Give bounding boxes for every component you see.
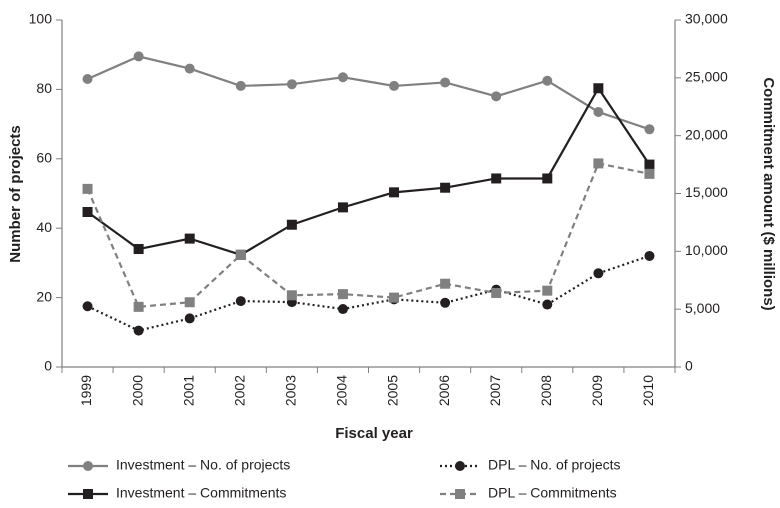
marker [491, 287, 502, 298]
legend-item: Investment – Commitments [68, 485, 286, 501]
marker [235, 80, 246, 91]
marker [82, 301, 93, 312]
series-line [87, 254, 650, 332]
y-tick-label: 80 [36, 80, 52, 96]
marker [593, 158, 604, 169]
legend-marker [83, 489, 93, 499]
marker [542, 285, 553, 296]
y2-tick-label: 20,000 [685, 126, 728, 142]
marker [82, 207, 93, 218]
marker [644, 250, 655, 261]
marker [542, 173, 553, 184]
y-tick-label: 60 [36, 150, 52, 166]
marker [593, 106, 604, 117]
series-line [87, 55, 650, 131]
legend-marker [455, 461, 465, 471]
marker [644, 159, 655, 170]
y-tick-label: 100 [29, 11, 53, 27]
marker [644, 124, 655, 135]
x-tick-label: 2008 [538, 375, 554, 406]
legend-item: Investment – No. of projects [68, 457, 290, 473]
x-tick-label: 1999 [78, 375, 94, 406]
marker [184, 63, 195, 74]
legend-item: DPL – Commitments [440, 485, 617, 501]
marker [593, 268, 604, 279]
marker [82, 73, 93, 84]
x-tick-label: 2007 [487, 375, 503, 406]
marker [491, 91, 502, 102]
marker [644, 168, 655, 179]
marker [337, 72, 348, 83]
x-tick-label: 2005 [385, 375, 401, 406]
marker [491, 173, 502, 184]
marker [593, 83, 604, 94]
marker [389, 292, 400, 303]
series-line [86, 86, 651, 257]
marker [440, 278, 451, 289]
x-tick-label: 2009 [589, 375, 605, 406]
y2-tick-label: 5,000 [685, 300, 720, 316]
legend-marker [455, 489, 465, 499]
x-tick-label: 2003 [283, 375, 299, 406]
marker [542, 75, 553, 86]
marker [337, 289, 348, 300]
x-tick-label: 2001 [180, 375, 196, 406]
marker [337, 202, 348, 213]
legend-label: Investment – No. of projects [116, 457, 290, 473]
marker [133, 301, 144, 312]
marker [337, 304, 348, 315]
y-tick-label: 20 [36, 288, 52, 304]
marker [286, 219, 297, 230]
y2-tick-label: 0 [685, 358, 693, 374]
marker [286, 290, 297, 301]
y2-tick-label: 10,000 [685, 242, 728, 258]
y-tick-label: 0 [44, 358, 52, 374]
legend-label: Investment – Commitments [116, 485, 286, 501]
legend-label: DPL – Commitments [488, 485, 617, 501]
series-line [86, 162, 650, 309]
marker [440, 182, 451, 193]
marker [440, 77, 451, 88]
marker [542, 299, 553, 310]
legend-item: DPL – No. of projects [440, 457, 621, 473]
marker [235, 296, 246, 307]
marker [184, 297, 195, 308]
y-axis-label: Number of projects [7, 125, 24, 263]
y2-tick-label: 30,000 [685, 11, 728, 27]
marker [286, 79, 297, 90]
marker [389, 80, 400, 91]
x-axis-label: Fiscal year [335, 425, 413, 442]
x-tick-label: 2010 [640, 375, 656, 406]
legend-label: DPL – No. of projects [488, 457, 621, 473]
marker [82, 183, 93, 194]
y2-tick-label: 15,000 [685, 184, 728, 200]
marker [184, 233, 195, 244]
marker [235, 249, 246, 260]
y2-axis-label: Commitment amount ($ millions) [760, 77, 777, 310]
x-tick-label: 2000 [129, 375, 145, 406]
marker [389, 187, 400, 198]
x-tick-label: 2004 [334, 375, 350, 406]
x-tick-label: 2006 [436, 375, 452, 406]
marker [133, 51, 144, 62]
marker [440, 297, 451, 308]
x-tick-label: 2002 [231, 375, 247, 406]
legend-marker [83, 461, 93, 471]
marker [184, 313, 195, 324]
marker [133, 244, 144, 255]
marker [133, 325, 144, 336]
y-tick-label: 40 [36, 219, 52, 235]
y2-tick-label: 25,000 [685, 69, 728, 85]
